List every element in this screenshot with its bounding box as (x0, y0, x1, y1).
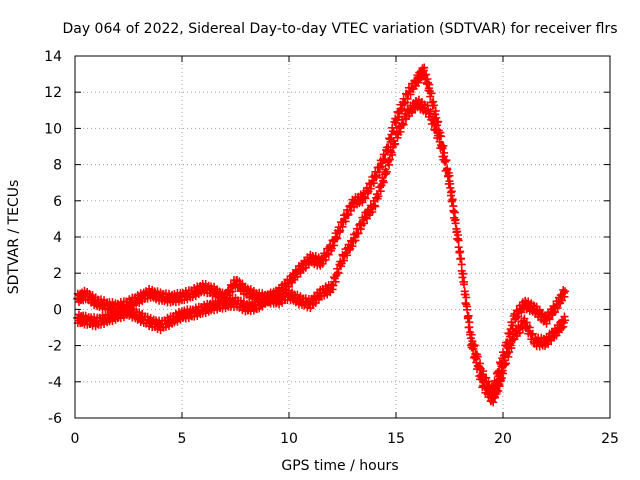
y-axis-label: SDTVAR / TECUs (6, 180, 22, 295)
series-upper (73, 63, 570, 399)
y-tick-label: 0 (53, 302, 62, 318)
y-tick-label: 4 (53, 230, 62, 246)
y-tick-label: 8 (53, 158, 62, 174)
y-tick-label: -4 (48, 375, 62, 391)
x-tick-label: 5 (178, 431, 187, 447)
data-points (73, 63, 570, 407)
y-tick-label: 10 (44, 121, 62, 137)
y-tick-label: 6 (53, 194, 62, 210)
y-tick-label: -2 (48, 339, 62, 355)
series-lower (73, 95, 570, 407)
y-tick-label: 2 (53, 266, 62, 282)
x-axis-label: GPS time / hours (281, 458, 398, 474)
x-tick-label: 10 (280, 431, 298, 447)
y-tick-label: -6 (48, 411, 62, 427)
x-tick-label: 15 (387, 431, 405, 447)
y-tick-label: 12 (44, 85, 62, 101)
chart-title: Day 064 of 2022, Sidereal Day-to-day VTE… (62, 21, 617, 37)
x-tick-label: 0 (71, 431, 80, 447)
plot-frame (74, 55, 611, 419)
x-tick-label: 20 (494, 431, 512, 447)
grid-lines (75, 56, 610, 418)
y-tick-label: 14 (44, 49, 62, 65)
series-markers (73, 95, 570, 407)
series-markers (73, 63, 570, 399)
x-tick-label: 25 (601, 431, 619, 447)
